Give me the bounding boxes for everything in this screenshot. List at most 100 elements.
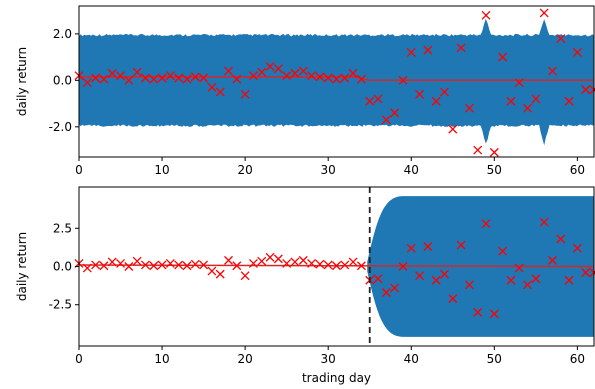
y-axis: 2.5 0.0 -2.5 [49, 221, 79, 312]
data-point [556, 34, 566, 43]
x-tick-label: 30 [321, 352, 336, 366]
data-point [265, 252, 275, 262]
data-point [448, 294, 458, 304]
observed-points [74, 217, 595, 319]
data-point [273, 254, 283, 264]
data-point [132, 256, 142, 266]
x-tick-label: 40 [404, 163, 419, 177]
data-point [257, 256, 267, 266]
data-point [82, 263, 92, 273]
data-point [124, 262, 134, 271]
data-point [381, 115, 391, 125]
data-point [406, 48, 416, 57]
data-point [464, 103, 474, 113]
data-point [523, 280, 533, 290]
data-point [265, 61, 275, 71]
data-point [340, 73, 350, 83]
data-point [132, 67, 142, 77]
y-tick-label: 2.5 [53, 221, 72, 235]
data-point [506, 96, 516, 106]
data-point [298, 255, 308, 265]
data-point [456, 43, 466, 53]
data-point [415, 271, 425, 281]
data-point [365, 96, 375, 106]
data-point [323, 260, 333, 270]
data-point [481, 219, 491, 229]
data-point [107, 257, 117, 267]
data-point [431, 96, 441, 106]
x-tick-label: 0 [75, 352, 83, 366]
x-tick-label: 40 [404, 352, 419, 366]
data-point [99, 261, 109, 271]
data-point [556, 234, 566, 244]
data-point [448, 124, 458, 134]
x-tick-label: 0 [75, 163, 83, 177]
data-point [174, 260, 184, 270]
data-point [232, 261, 242, 271]
data-point [215, 87, 225, 97]
x-axis: 0 10 20 30 40 50 60 [75, 346, 585, 366]
data-point [157, 73, 167, 83]
x-tick-label: 10 [154, 352, 169, 366]
data-point [564, 275, 574, 285]
data-point [224, 66, 233, 76]
data-point [149, 261, 159, 271]
x-tick-label: 30 [321, 163, 336, 177]
y-axis-label: daily return [15, 47, 29, 116]
data-point [572, 243, 582, 253]
data-point [356, 74, 366, 84]
data-point [548, 255, 557, 265]
data-point [332, 74, 341, 84]
data-point [224, 255, 233, 265]
data-point [215, 269, 225, 279]
data-point [199, 260, 209, 270]
data-point [473, 307, 483, 317]
data-point [531, 94, 541, 104]
y-axis: 2.0 0.0 -2.0 [49, 27, 79, 134]
x-tick-label: 50 [487, 163, 502, 177]
data-point [348, 68, 358, 78]
data-point [498, 246, 508, 256]
data-point [523, 103, 533, 113]
data-point [140, 73, 150, 83]
data-point [489, 309, 499, 319]
data-point [107, 68, 117, 78]
data-point [240, 89, 250, 99]
data-point [157, 260, 167, 270]
data-point [91, 260, 101, 270]
data-point [340, 260, 350, 270]
data-point [489, 147, 499, 157]
data-point [116, 71, 125, 81]
data-point [423, 242, 433, 252]
data-point [240, 271, 250, 281]
data-point [332, 261, 341, 271]
data-point [248, 71, 258, 81]
x-tick-label: 60 [570, 352, 585, 366]
data-point [290, 68, 300, 78]
data-point [539, 8, 549, 18]
data-point [548, 66, 557, 76]
data-point [531, 274, 541, 284]
data-point [282, 71, 292, 81]
data-point [481, 10, 491, 20]
data-point [431, 275, 441, 285]
data-point [190, 72, 200, 82]
data-point [207, 266, 217, 276]
data-point [581, 268, 591, 278]
data-point [199, 73, 209, 83]
data-point [307, 71, 317, 81]
uncertainty-band [79, 18, 594, 146]
data-point [348, 257, 358, 267]
data-point [207, 82, 217, 92]
data-point [257, 67, 267, 77]
data-point [581, 85, 591, 95]
y-tick-label: -2.0 [49, 120, 72, 134]
data-point [440, 269, 449, 279]
x-axis-label: trading day [302, 371, 371, 385]
data-point [381, 288, 391, 297]
data-point [315, 72, 325, 82]
x-tick-label: 50 [487, 352, 502, 366]
x-tick-label: 10 [154, 163, 169, 177]
data-point [282, 258, 292, 268]
